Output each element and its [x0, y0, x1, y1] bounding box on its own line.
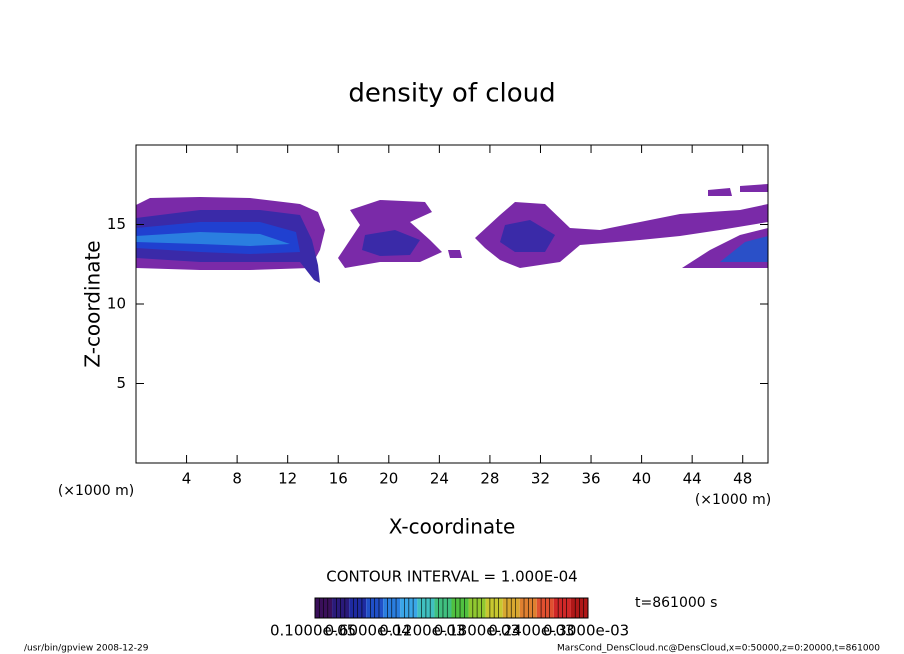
x-unit: (×1000 m): [58, 483, 134, 499]
cloud-region: [475, 202, 768, 268]
y-tick-label: 15: [107, 215, 126, 233]
colorbar-frame: [314, 597, 589, 619]
x-tick-label: 16: [329, 470, 348, 488]
y-axis-label: Z-coordinate: [81, 240, 105, 367]
x-tick-label: 40: [632, 470, 651, 488]
time-label: t=861000 s: [635, 595, 717, 611]
cloud-region: [500, 220, 555, 252]
x-tick-label: 8: [232, 470, 242, 488]
colorbar-label: 0.3000e-03: [543, 622, 629, 640]
cloud-region: [448, 250, 462, 258]
x-axis-label: X-coordinate: [389, 515, 516, 539]
x-tick-label: 32: [531, 470, 550, 488]
x-tick-label: 24: [430, 470, 449, 488]
colorbar-label: 0.2400e-03: [488, 622, 574, 640]
x-tick-label: 48: [733, 470, 752, 488]
x-tick-label: 44: [683, 470, 702, 488]
y-tick-label: 10: [107, 295, 126, 313]
cloud-region: [708, 184, 768, 196]
contour-interval: CONTOUR INTERVAL = 1.000E-04: [326, 568, 577, 586]
footer: /usr/bin/gpview 2008-12-29: [24, 644, 149, 654]
y-tick-label: 5: [116, 374, 126, 392]
x-tick-label: 4: [182, 470, 192, 488]
plot-frame: [135, 144, 769, 464]
cloud-field: [136, 184, 768, 283]
cloud-region: [720, 236, 768, 262]
colorbar-label: 0.1800e-03: [434, 622, 520, 640]
colorbar-label: 0.1000e-05: [270, 622, 356, 640]
x-tick-label: 28: [480, 470, 499, 488]
x-tick-label: 36: [581, 470, 600, 488]
cloud-region: [362, 230, 420, 256]
colorbar-label: 0.6000e-04: [325, 622, 411, 640]
x-tick-label: 20: [379, 470, 398, 488]
cloud-region: [136, 232, 290, 246]
chart-title: density of cloud: [348, 79, 555, 109]
x-tick-label: 12: [278, 470, 297, 488]
x-unit: (×1000 m): [695, 492, 771, 508]
footer: MarsCond_DensCloud.nc@DensCloud,x=0:5000…: [557, 644, 880, 654]
colorbar-label: 0.1200e-03: [379, 622, 465, 640]
